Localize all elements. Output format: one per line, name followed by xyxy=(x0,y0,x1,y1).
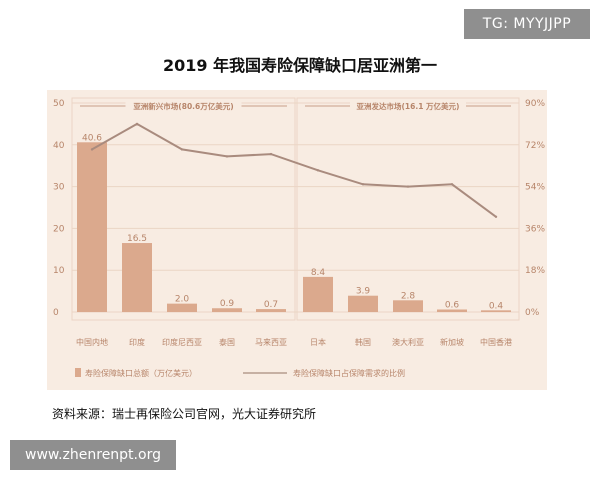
ratio-point xyxy=(180,148,184,151)
legend-line-label: 寿险保障缺口占保障需求的比例 xyxy=(293,368,405,378)
chart-svg: 0 10 20 30 40 50 0% 18% 36% 54% 72% 90% 亚洲新兴市场(80.6万… xyxy=(53,97,545,378)
bar-value-label: 40.6 xyxy=(82,133,102,143)
bar-value-label: 0.4 xyxy=(489,301,504,311)
bar-印度 xyxy=(122,243,152,312)
category-label: 中国内地 xyxy=(76,337,108,347)
ratio-point xyxy=(135,122,139,126)
left-tick-label: 10 xyxy=(53,266,65,276)
ratio-point xyxy=(269,152,273,156)
bar-印度尼西亚 xyxy=(167,303,197,312)
ratio-point xyxy=(90,148,94,151)
legend-bar-swatch xyxy=(75,368,81,377)
bar-中国内地 xyxy=(77,142,107,312)
right-tick-label: 18% xyxy=(525,266,545,276)
bar-value-label: 8.4 xyxy=(311,268,326,278)
category-label: 新加坡 xyxy=(440,337,464,347)
left-tick-label: 50 xyxy=(53,99,65,109)
bar-中国香港 xyxy=(481,310,511,312)
bar-马来西亚 xyxy=(256,309,286,312)
bar-value-label: 3.9 xyxy=(356,287,371,297)
ratio-point xyxy=(361,183,365,186)
category-label: 韩国 xyxy=(355,337,371,347)
bar-日本 xyxy=(303,276,333,312)
ratio-point xyxy=(316,169,320,172)
bar-value-label: 0.7 xyxy=(264,300,278,310)
category-label: 马来西亚 xyxy=(255,338,287,347)
bar-泰国 xyxy=(212,308,242,312)
chart-panel: 0 10 20 30 40 50 0% 18% 36% 54% 72% 90% 亚洲新兴市场(80.6万… xyxy=(47,90,547,390)
legend-bar-label: 寿险保障缺口总额（万亿美元） xyxy=(85,368,197,378)
bar-value-label: 2.8 xyxy=(401,291,416,301)
left-tick-label: 40 xyxy=(53,141,65,151)
right-tick-label: 36% xyxy=(525,224,545,234)
right-tick-label: 0% xyxy=(525,308,540,318)
group-header-bg xyxy=(125,100,242,112)
bar-韩国 xyxy=(348,295,378,312)
right-tick-label: 72% xyxy=(525,141,545,151)
category-label: 中国香港 xyxy=(480,337,512,347)
ratio-point xyxy=(406,185,410,188)
group-panel xyxy=(71,97,296,321)
category-label: 日本 xyxy=(310,337,326,347)
bar-value-label: 16.5 xyxy=(127,234,147,244)
left-tick-label: 0 xyxy=(53,308,59,318)
group-label: 亚洲新兴市场(80.6万亿美元) xyxy=(133,101,233,111)
ratio-point xyxy=(494,215,498,218)
right-tick-label: 90% xyxy=(525,99,545,109)
category-label: 泰国 xyxy=(219,337,235,347)
left-tick-label: 20 xyxy=(53,224,65,234)
watermark-url: www.zhenrenpt.org xyxy=(10,440,176,470)
ratio-point xyxy=(225,155,229,158)
group-header-bg xyxy=(350,100,466,112)
group-panel xyxy=(296,97,520,321)
bar-澳大利亚 xyxy=(393,300,423,312)
ratio-line xyxy=(91,122,497,218)
chart-title: 2019 年我国寿险保障缺口居亚洲第一 xyxy=(162,56,438,75)
bar-新加坡 xyxy=(437,309,467,312)
ratio-point xyxy=(450,183,454,186)
bar-value-label: 0.9 xyxy=(220,299,235,309)
category-label: 印度 xyxy=(129,337,145,347)
source-note: 资料来源：瑞士再保险公司官网，光大证券研究所 xyxy=(52,407,317,421)
group-label: 亚洲发达市场(16.1 万亿美元) xyxy=(357,101,460,111)
category-label: 印度尼西亚 xyxy=(162,337,202,347)
bar-value-label: 2.0 xyxy=(175,295,190,305)
category-label: 澳大利亚 xyxy=(392,337,424,347)
watermark-tag: TG: MYYJJPP xyxy=(464,9,590,39)
bar-value-label: 0.6 xyxy=(445,300,460,310)
right-tick-label: 54% xyxy=(525,183,545,193)
left-tick-label: 30 xyxy=(53,183,65,193)
